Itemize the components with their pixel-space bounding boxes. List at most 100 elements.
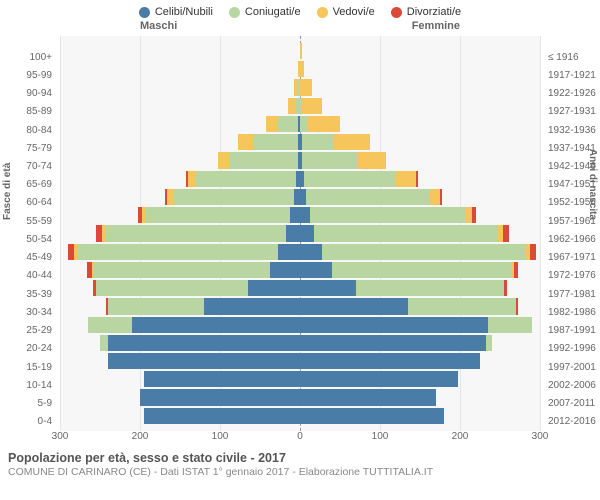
segment xyxy=(530,244,536,260)
bar-right xyxy=(300,353,540,369)
bar-right xyxy=(300,317,540,333)
age-label: 40-44 xyxy=(0,267,56,285)
bar-right xyxy=(300,134,540,150)
chart-subtitle: COMUNE DI CARINARO (CE) - Dati ISTAT 1° … xyxy=(8,466,592,478)
segment xyxy=(204,298,300,314)
segment xyxy=(516,298,518,314)
legend-label: Vedovi/e xyxy=(333,6,375,18)
pyramid-row xyxy=(60,42,540,60)
segment xyxy=(302,152,358,168)
bar-left xyxy=(60,280,300,296)
segment xyxy=(356,280,504,296)
segment xyxy=(310,207,466,223)
bar-left xyxy=(60,98,300,114)
pyramid-row xyxy=(60,60,540,78)
bar-left xyxy=(60,371,300,387)
pyramid-row xyxy=(60,316,540,334)
segment xyxy=(304,171,396,187)
birthyear-label: 1957-1961 xyxy=(544,212,600,230)
legend: Celibi/Nubili Coniugati/e Vedovi/e Divorzia… xyxy=(0,0,600,20)
legend-swatch xyxy=(139,7,150,18)
segment xyxy=(358,152,386,168)
birthyear-label: 2002-2006 xyxy=(544,376,600,394)
bar-left xyxy=(60,317,300,333)
bar-left xyxy=(60,171,300,187)
pyramid-row xyxy=(60,133,540,151)
age-label: 5-9 xyxy=(0,394,56,412)
pyramid-row xyxy=(60,352,540,370)
segment xyxy=(188,171,196,187)
age-label: 25-29 xyxy=(0,322,56,340)
label-maschi: Maschi xyxy=(140,20,177,32)
bar-right xyxy=(300,116,540,132)
x-tick-label: 300 xyxy=(532,431,549,442)
age-label: 20-24 xyxy=(0,340,56,358)
legend-label: Divorziati/e xyxy=(407,6,461,18)
segment xyxy=(300,298,408,314)
segment xyxy=(300,116,308,132)
segment xyxy=(300,43,302,59)
bar-left xyxy=(60,207,300,223)
bar-left xyxy=(60,134,300,150)
segment xyxy=(430,189,440,205)
age-label: 15-19 xyxy=(0,358,56,376)
segment xyxy=(146,207,290,223)
segment xyxy=(332,262,512,278)
bar-right xyxy=(300,389,540,405)
bar-left xyxy=(60,335,300,351)
segment xyxy=(270,262,300,278)
pyramid-row xyxy=(60,206,540,224)
birthyear-label: 1977-1981 xyxy=(544,285,600,303)
bar-right xyxy=(300,262,540,278)
legend-label: Coniugati/e xyxy=(245,6,301,18)
segment xyxy=(416,171,418,187)
pyramid-row xyxy=(60,334,540,352)
segment xyxy=(302,134,334,150)
bar-left xyxy=(60,152,300,168)
pyramid-row xyxy=(60,224,540,242)
segment xyxy=(230,152,298,168)
bar-left xyxy=(60,353,300,369)
birthyear-label: 1992-1996 xyxy=(544,340,600,358)
segment xyxy=(100,335,108,351)
legend-label: Celibi/Nubili xyxy=(155,6,213,18)
bar-left xyxy=(60,61,300,77)
segment xyxy=(504,280,507,296)
segment xyxy=(286,225,300,241)
age-label: 90-94 xyxy=(0,84,56,102)
segment xyxy=(300,335,486,351)
segment xyxy=(254,134,298,150)
bar-left xyxy=(60,43,300,59)
bar-right xyxy=(300,79,540,95)
footer: Popolazione per età, sesso e stato civil… xyxy=(0,447,600,478)
bar-left xyxy=(60,408,300,424)
bar-right xyxy=(300,61,540,77)
segment xyxy=(300,353,480,369)
bar-right xyxy=(300,408,540,424)
segment xyxy=(218,152,230,168)
bar-right xyxy=(300,280,540,296)
bar-right xyxy=(300,43,540,59)
pyramid-row xyxy=(60,388,540,406)
pyramid-row xyxy=(60,170,540,188)
age-label: 45-49 xyxy=(0,249,56,267)
age-labels: 100+95-9990-9485-8980-8475-7970-7465-696… xyxy=(0,42,56,437)
age-label: 55-59 xyxy=(0,212,56,230)
birth-year-labels: ≤ 19161917-19211922-19261927-19311932-19… xyxy=(544,42,600,437)
segment xyxy=(278,116,298,132)
birthyear-label: 1997-2001 xyxy=(544,358,600,376)
bar-left xyxy=(60,262,300,278)
birthyear-label: ≤ 1916 xyxy=(544,48,600,66)
birthyear-label: 1927-1931 xyxy=(544,103,600,121)
label-femmine: Femmine xyxy=(412,20,460,32)
segment xyxy=(300,207,310,223)
pyramid-row xyxy=(60,279,540,297)
pyramid-row xyxy=(60,370,540,388)
segment xyxy=(408,298,516,314)
birthyear-label: 1962-1966 xyxy=(544,230,600,248)
segment xyxy=(300,408,444,424)
age-label: 70-74 xyxy=(0,157,56,175)
pyramid-row xyxy=(60,97,540,115)
bar-right xyxy=(300,225,540,241)
segment xyxy=(306,189,430,205)
